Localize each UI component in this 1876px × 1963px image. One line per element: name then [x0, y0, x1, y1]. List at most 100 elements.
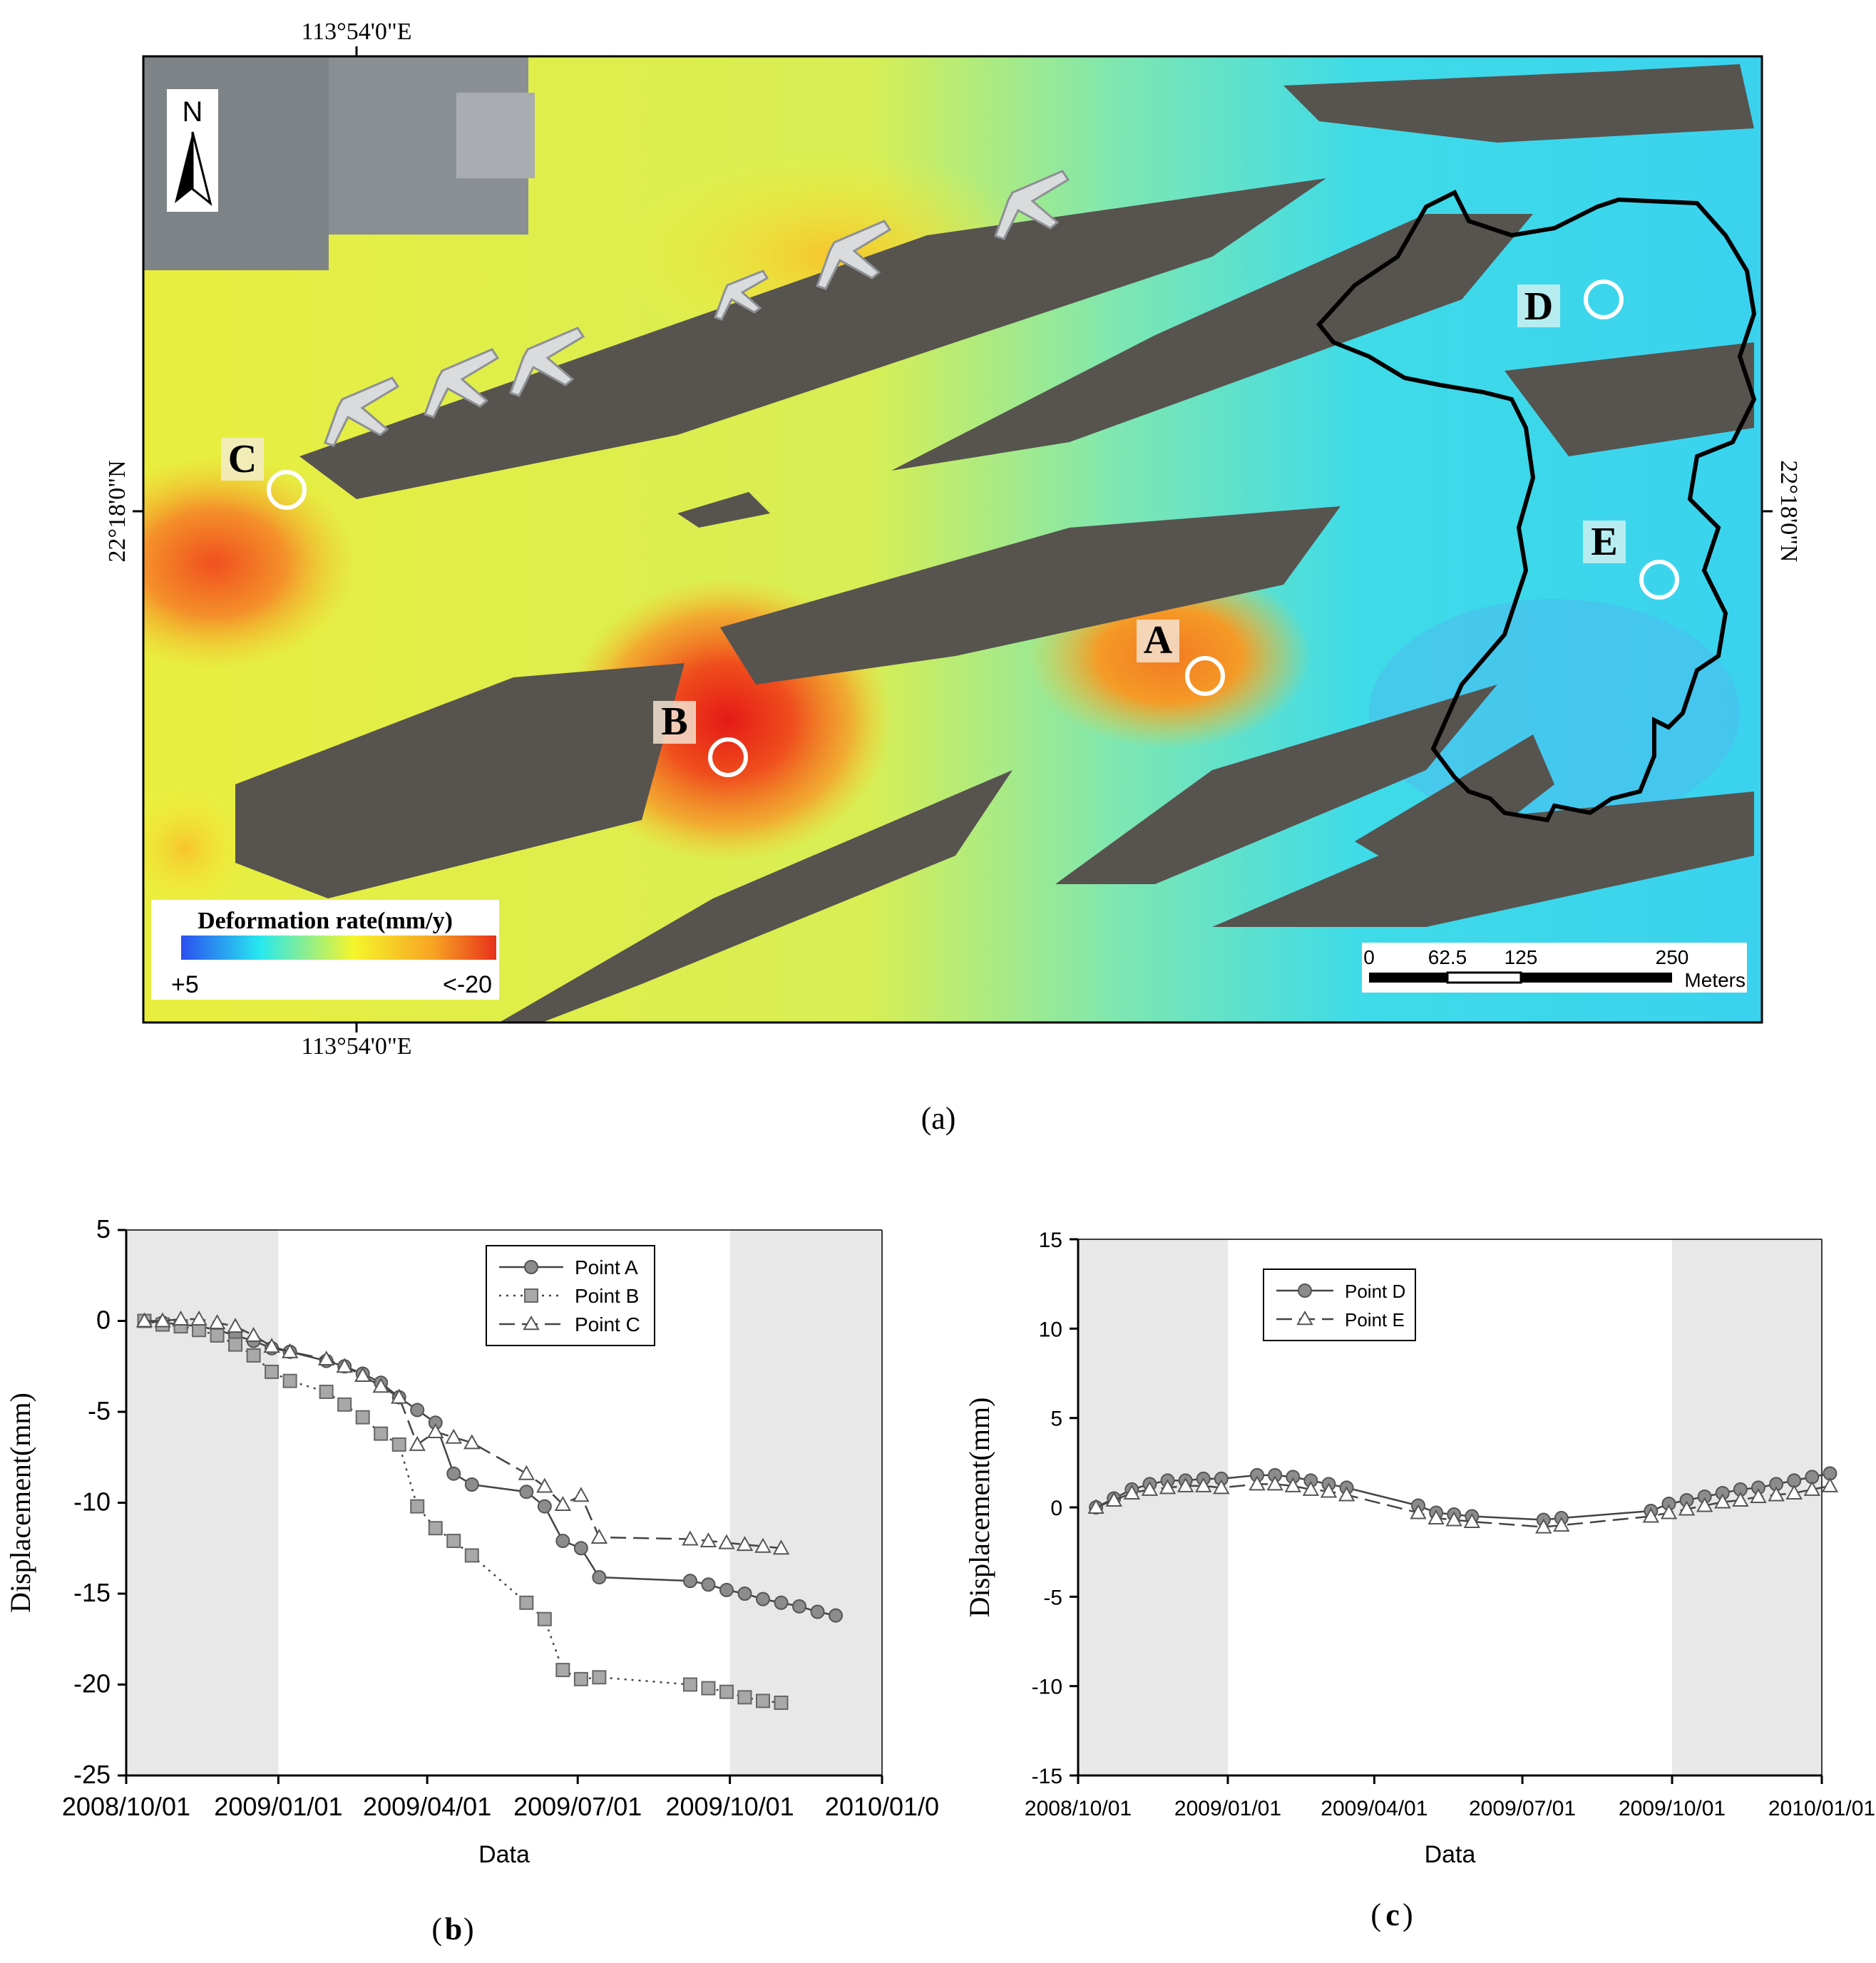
- point-point-c-16: [445, 1428, 462, 1444]
- point-a-label: A: [1144, 618, 1173, 662]
- chart-c: 15 10 5 0 -5 -10 -15 2008/10/01 2009/01/01 2009/0…: [963, 1229, 1875, 1868]
- point-point-b-12: [374, 1426, 389, 1441]
- scale-seg-1: [1369, 973, 1447, 983]
- x-tick-label-2009-01-01: 2009/01/01: [1174, 1797, 1281, 1820]
- point-point-e-1: [1105, 1491, 1122, 1507]
- point-e-label: E: [1591, 520, 1617, 564]
- point-point-c-17: [463, 1434, 481, 1450]
- point-point-a-22: [592, 1570, 607, 1585]
- point-point-a-25: [719, 1582, 734, 1597]
- point-point-c-19: [536, 1477, 553, 1493]
- point-point-c-23: [682, 1530, 699, 1546]
- legend-label-point-c: Point C: [575, 1313, 640, 1336]
- legend-title: Deformation rate(mm/y): [198, 908, 453, 934]
- x-tick-label-2009-04-01: 2009/04/01: [363, 1792, 491, 1821]
- point-point-e-14: [1410, 1504, 1427, 1519]
- point-point-c-27: [754, 1537, 772, 1553]
- point-point-e-18: [1535, 1518, 1552, 1534]
- taxiway-band-5: [1055, 685, 1497, 884]
- point-point-b-5: [228, 1337, 243, 1352]
- scale-tick-250: 250: [1656, 946, 1689, 968]
- point-d-circle: [1584, 280, 1624, 319]
- point-point-e-2: [1123, 1484, 1141, 1500]
- scale-bar: 0 62.5 125 250 Meters: [1362, 943, 1747, 993]
- scale-unit: Meters: [1684, 969, 1746, 991]
- x-tick-label-2010-01-01: 2010/01/01: [1768, 1797, 1875, 1820]
- point-point-c-9: [317, 1350, 335, 1366]
- point-point-a-20: [555, 1534, 570, 1549]
- point-point-c-26: [736, 1536, 754, 1552]
- point-b-label: B: [661, 699, 687, 744]
- y-tick-label-5: 5: [1050, 1408, 1062, 1431]
- legend-label-point-d: Point D: [1345, 1281, 1405, 1302]
- point-point-c-14: [409, 1435, 426, 1451]
- point-a-marker: A: [1137, 618, 1225, 696]
- point-point-c-25: [718, 1534, 735, 1549]
- y-tick-label-15: -15: [73, 1578, 111, 1607]
- point-point-c-8: [281, 1343, 299, 1358]
- legend-min-label: +5: [171, 971, 199, 998]
- point-point-e-6: [1195, 1477, 1212, 1492]
- point-point-c-15: [427, 1423, 444, 1439]
- x-tick-label-2008-10-01: 2008/10/01: [62, 1792, 190, 1821]
- legend-marker-point-b: [524, 1288, 538, 1303]
- point-point-a-18: [519, 1485, 534, 1500]
- aircraft-5: [816, 220, 892, 290]
- point-point-b-25: [719, 1684, 734, 1699]
- coord-label-top: 113°54'0"E: [301, 19, 411, 45]
- point-point-b-11: [355, 1410, 370, 1425]
- x-tick-label-2009-07-01: 2009/07/01: [513, 1792, 642, 1821]
- deformation-map: 113°54'0"E 113°54'0"E 22°18'0"N 22°18'0"…: [104, 19, 1802, 1060]
- point-point-a-31: [829, 1608, 844, 1623]
- north-arrow-icon: [175, 132, 193, 203]
- taxiway-band-1: [299, 178, 1326, 499]
- point-d-label: D: [1524, 285, 1553, 329]
- taxiway-band-7: [1505, 342, 1754, 456]
- scale-seg-2: [1446, 971, 1522, 984]
- legend-label-point-e: Point E: [1345, 1309, 1405, 1331]
- point-b-marker: B: [653, 699, 748, 777]
- y-tick-label-15: -15: [1032, 1765, 1062, 1788]
- legend-marker-point-d: [1298, 1283, 1312, 1298]
- point-d-label-box: [1517, 285, 1560, 327]
- y-tick-label-5: -5: [1043, 1586, 1062, 1609]
- point-point-b-23: [682, 1677, 697, 1692]
- point-point-e-12: [1320, 1482, 1338, 1498]
- caption-b: ( b ): [431, 1912, 473, 1947]
- point-point-e-28: [1785, 1484, 1803, 1500]
- point-point-e-10: [1284, 1477, 1301, 1492]
- point-point-c-12: [372, 1378, 389, 1393]
- point-point-a-23: [682, 1574, 697, 1589]
- point-point-b-24: [701, 1681, 716, 1696]
- point-point-e-15: [1427, 1509, 1445, 1525]
- apron-block-sw: [235, 663, 685, 898]
- x-tick-label-2009-10-01: 2009/10/01: [666, 1792, 794, 1821]
- y-tick-label-0: 0: [96, 1306, 111, 1335]
- point-point-b-26: [737, 1690, 752, 1705]
- point-point-a-19: [537, 1499, 552, 1514]
- point-e-label-box: [1583, 521, 1626, 563]
- x-tick-label-2009-07-01: 2009/07/01: [1469, 1797, 1576, 1820]
- point-point-e-26: [1750, 1487, 1767, 1503]
- point-point-b-6: [246, 1348, 261, 1363]
- point-point-e-3: [1141, 1480, 1159, 1496]
- point-point-c-3: [190, 1310, 207, 1326]
- point-point-c-18: [518, 1465, 535, 1480]
- point-point-a-21: [573, 1541, 588, 1556]
- deformation-legend: Deformation rate(mm/y) +5 <-20: [151, 900, 499, 1000]
- point-point-c-13: [391, 1388, 408, 1404]
- point-point-e-11: [1302, 1480, 1320, 1496]
- y-tick-label-0: 0: [1050, 1497, 1062, 1520]
- point-b-circle: [708, 737, 748, 777]
- point-e-circle: [1639, 560, 1679, 600]
- svg-text:): ): [1403, 1897, 1413, 1932]
- point-point-b-14: [410, 1499, 425, 1514]
- y-tick-label-10: -10: [73, 1487, 111, 1517]
- point-point-a-16: [446, 1466, 461, 1481]
- point-point-a-26: [737, 1587, 752, 1601]
- point-a-circle: [1185, 656, 1225, 696]
- point-point-c-4: [208, 1313, 226, 1330]
- point-point-e-24: [1714, 1493, 1731, 1509]
- point-point-c-1: [154, 1312, 171, 1328]
